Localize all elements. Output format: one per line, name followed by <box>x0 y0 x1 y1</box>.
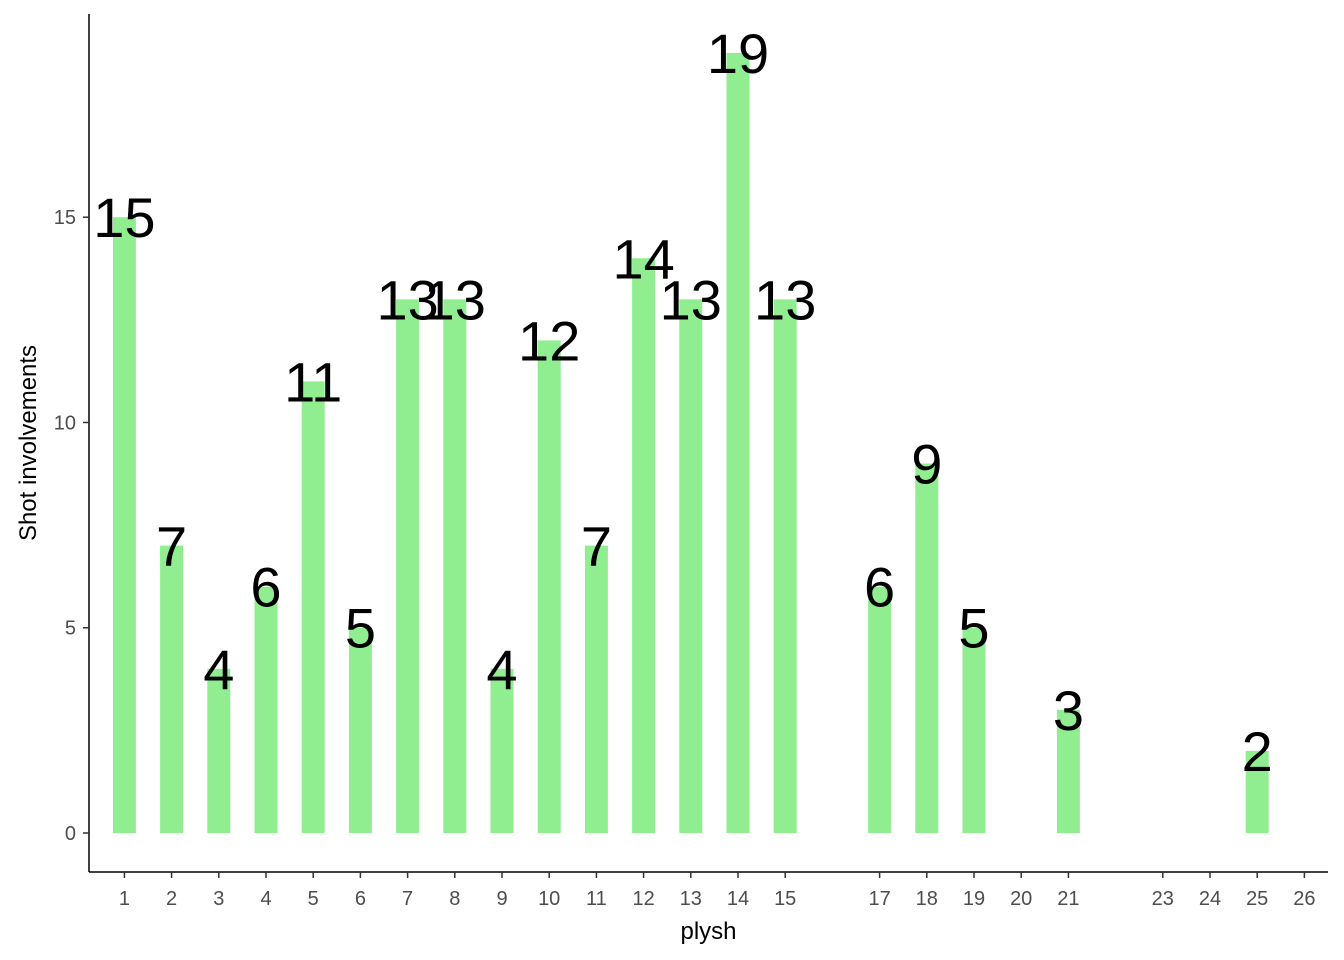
data-label-7: 13 <box>376 268 438 331</box>
data-label-3: 4 <box>203 638 234 701</box>
bar-8 <box>443 299 467 833</box>
x-tick-label-14: 14 <box>727 888 749 910</box>
data-label-5: 11 <box>284 350 342 413</box>
data-label-15: 13 <box>754 268 816 331</box>
bar-18 <box>915 463 939 833</box>
x-tick-label-5: 5 <box>308 888 319 910</box>
x-tick-label-10: 10 <box>538 888 560 910</box>
x-tick-label-2: 2 <box>166 888 177 910</box>
data-label-21: 3 <box>1053 679 1084 742</box>
bar-12 <box>632 258 656 833</box>
bar-9 <box>490 668 514 833</box>
data-label-13: 13 <box>660 268 722 331</box>
bar-11 <box>584 545 608 833</box>
x-tick-label-7: 7 <box>402 888 413 910</box>
bar-7 <box>396 299 420 833</box>
data-label-12: 14 <box>612 227 674 290</box>
data-label-18: 9 <box>911 433 942 496</box>
data-label-25: 2 <box>1242 720 1273 783</box>
bar-15 <box>773 299 797 833</box>
data-label-19: 5 <box>958 597 989 660</box>
bar-2 <box>160 545 184 833</box>
y-axis-ticks: 0 5 10 15 <box>54 207 89 845</box>
x-tick-label-18: 18 <box>916 888 938 910</box>
bar-4 <box>254 586 278 833</box>
bar-25 <box>1245 750 1269 833</box>
y-tick-label-0: 0 <box>65 823 76 845</box>
bar-21 <box>1056 709 1080 833</box>
y-axis-title: Shot involvements <box>15 345 42 541</box>
bar-1 <box>112 217 136 834</box>
bar-10 <box>537 340 561 833</box>
data-label-10: 12 <box>518 309 580 372</box>
x-axis-title: plysh <box>680 918 736 945</box>
x-tick-label-17: 17 <box>868 888 890 910</box>
x-tick-label-21: 21 <box>1057 888 1079 910</box>
bars-layer <box>112 53 1269 834</box>
bar-3 <box>207 668 231 833</box>
x-tick-label-8: 8 <box>449 888 460 910</box>
x-tick-label-11: 11 <box>586 888 607 910</box>
data-label-8: 13 <box>424 268 486 331</box>
x-tick-label-3: 3 <box>213 888 224 910</box>
data-label-1: 15 <box>93 186 155 249</box>
x-tick-label-25: 25 <box>1246 888 1268 910</box>
bar-5 <box>301 381 325 833</box>
bar-19 <box>962 627 986 833</box>
x-tick-label-24: 24 <box>1199 888 1221 910</box>
data-label-11: 7 <box>581 515 612 578</box>
x-tick-label-6: 6 <box>355 888 366 910</box>
data-label-4: 6 <box>250 556 281 619</box>
data-label-6: 5 <box>345 597 376 660</box>
x-tick-label-26: 26 <box>1293 888 1315 910</box>
y-tick-label-5: 5 <box>65 618 76 640</box>
x-tick-label-4: 4 <box>260 888 271 910</box>
x-tick-label-15: 15 <box>774 888 796 910</box>
bar-6 <box>348 627 372 833</box>
x-tick-label-20: 20 <box>1010 888 1032 910</box>
y-tick-label-15: 15 <box>54 207 76 229</box>
x-tick-label-1: 1 <box>119 888 130 910</box>
x-tick-label-19: 19 <box>963 888 985 910</box>
data-label-2: 7 <box>156 515 187 578</box>
bar-17 <box>868 586 892 833</box>
x-axis-ticks: 1 2 3 4 5 6 7 8 9 10 11 12 13 14 15 17 18 19 20 21 23 24 25 26 <box>119 872 1316 910</box>
bar-14 <box>726 53 750 833</box>
x-tick-label-23: 23 <box>1152 888 1174 910</box>
x-tick-label-9: 9 <box>496 888 507 910</box>
data-label-17: 6 <box>864 556 895 619</box>
data-label-9: 4 <box>486 638 517 701</box>
bar-13 <box>679 299 703 833</box>
y-tick-label-10: 10 <box>54 412 76 434</box>
x-tick-label-13: 13 <box>680 888 702 910</box>
data-label-14: 19 <box>707 22 769 85</box>
x-tick-label-12: 12 <box>632 888 654 910</box>
